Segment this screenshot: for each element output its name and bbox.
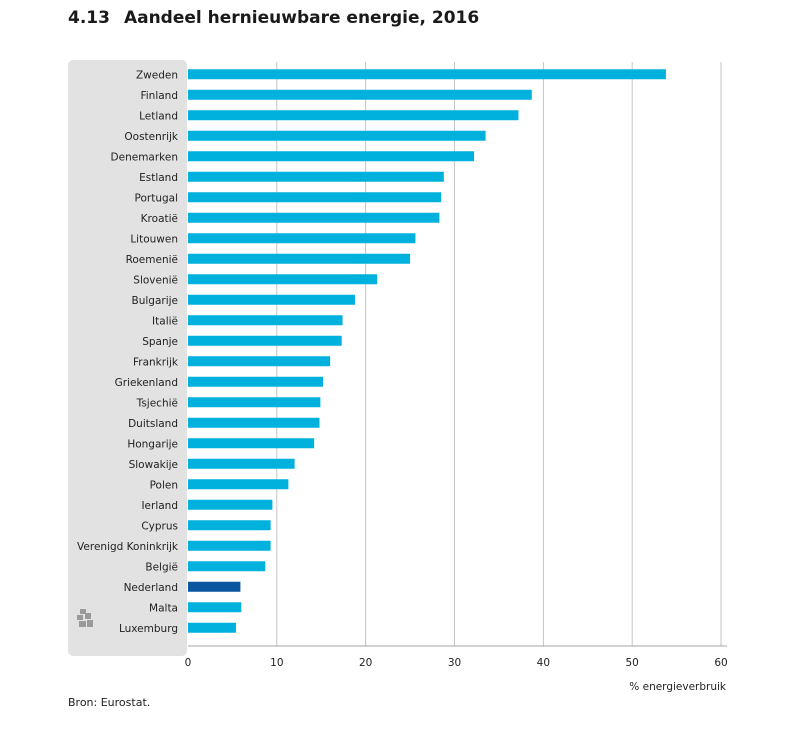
bar	[188, 315, 343, 326]
bar	[188, 69, 666, 80]
bar	[188, 253, 411, 264]
bar	[188, 151, 475, 162]
bar	[188, 540, 271, 551]
bar	[188, 89, 532, 100]
x-tick-label: 50	[625, 657, 638, 669]
category-label: Hongarije	[127, 438, 178, 450]
category-label: Bulgarije	[132, 295, 179, 307]
bar	[188, 192, 442, 203]
bar	[188, 581, 241, 592]
bar	[188, 356, 331, 367]
category-label: Luxemburg	[119, 623, 178, 635]
bar	[188, 602, 242, 613]
bar	[188, 520, 271, 531]
category-label: Roemenië	[126, 254, 178, 266]
category-label: Spanje	[142, 336, 178, 348]
chart-title: 4.13 Aandeel hernieuwbare energie, 2016	[68, 8, 479, 28]
category-label: Zweden	[136, 69, 178, 81]
bar	[188, 499, 273, 510]
bar	[188, 622, 236, 633]
category-label: Litouwen	[130, 233, 178, 245]
category-label: Kroatië	[141, 213, 178, 225]
bar	[188, 335, 342, 346]
category-label: Slowakije	[129, 459, 178, 471]
category-label: Estland	[139, 172, 178, 184]
bar	[188, 212, 440, 223]
chart-title-text: Aandeel hernieuwbare energie, 2016	[123, 8, 480, 28]
chart-number: 4.13	[68, 8, 110, 28]
bar	[188, 479, 289, 490]
bar	[188, 110, 519, 121]
category-label: Denemarken	[111, 151, 178, 163]
category-label: Frankrijk	[133, 356, 179, 368]
source-note: Bron: Eurostat.	[68, 696, 151, 709]
x-tick-label: 0	[185, 657, 192, 669]
category-label: Finland	[140, 90, 178, 102]
x-tick-label: 60	[714, 657, 727, 669]
bar	[188, 438, 315, 449]
category-label: Cyprus	[141, 520, 178, 532]
bar	[188, 458, 295, 469]
bar	[188, 561, 266, 572]
x-axis-label: % energieverbruik	[629, 681, 727, 693]
bar	[188, 397, 321, 408]
category-label: Nederland	[124, 582, 178, 594]
category-label: Slovenië	[133, 274, 178, 286]
bar	[188, 274, 378, 285]
category-label: Tsjechië	[136, 397, 178, 409]
x-tick-label: 20	[359, 657, 372, 669]
category-label: Malta	[149, 602, 178, 614]
category-label: Portugal	[135, 192, 179, 204]
bar	[188, 294, 356, 305]
cbs-logo-icon	[77, 609, 93, 627]
bar	[188, 417, 320, 428]
bar	[188, 171, 444, 182]
category-label: Italië	[152, 315, 178, 327]
bar	[188, 130, 486, 141]
category-label: Letland	[139, 110, 178, 122]
category-label: Griekenland	[115, 377, 178, 389]
category-label: Oostenrijk	[124, 131, 179, 143]
category-panel	[68, 60, 187, 656]
category-label: Ierland	[141, 500, 178, 512]
category-label: Verenigd Koninkrijk	[77, 541, 179, 553]
bar	[188, 233, 416, 244]
bar	[188, 376, 324, 387]
category-label: België	[145, 561, 178, 573]
category-label: Polen	[150, 479, 178, 491]
x-tick-label: 40	[537, 657, 550, 669]
x-tick-label: 10	[270, 657, 283, 669]
category-label: Duitsland	[128, 418, 178, 430]
x-tick-label: 30	[448, 657, 461, 669]
